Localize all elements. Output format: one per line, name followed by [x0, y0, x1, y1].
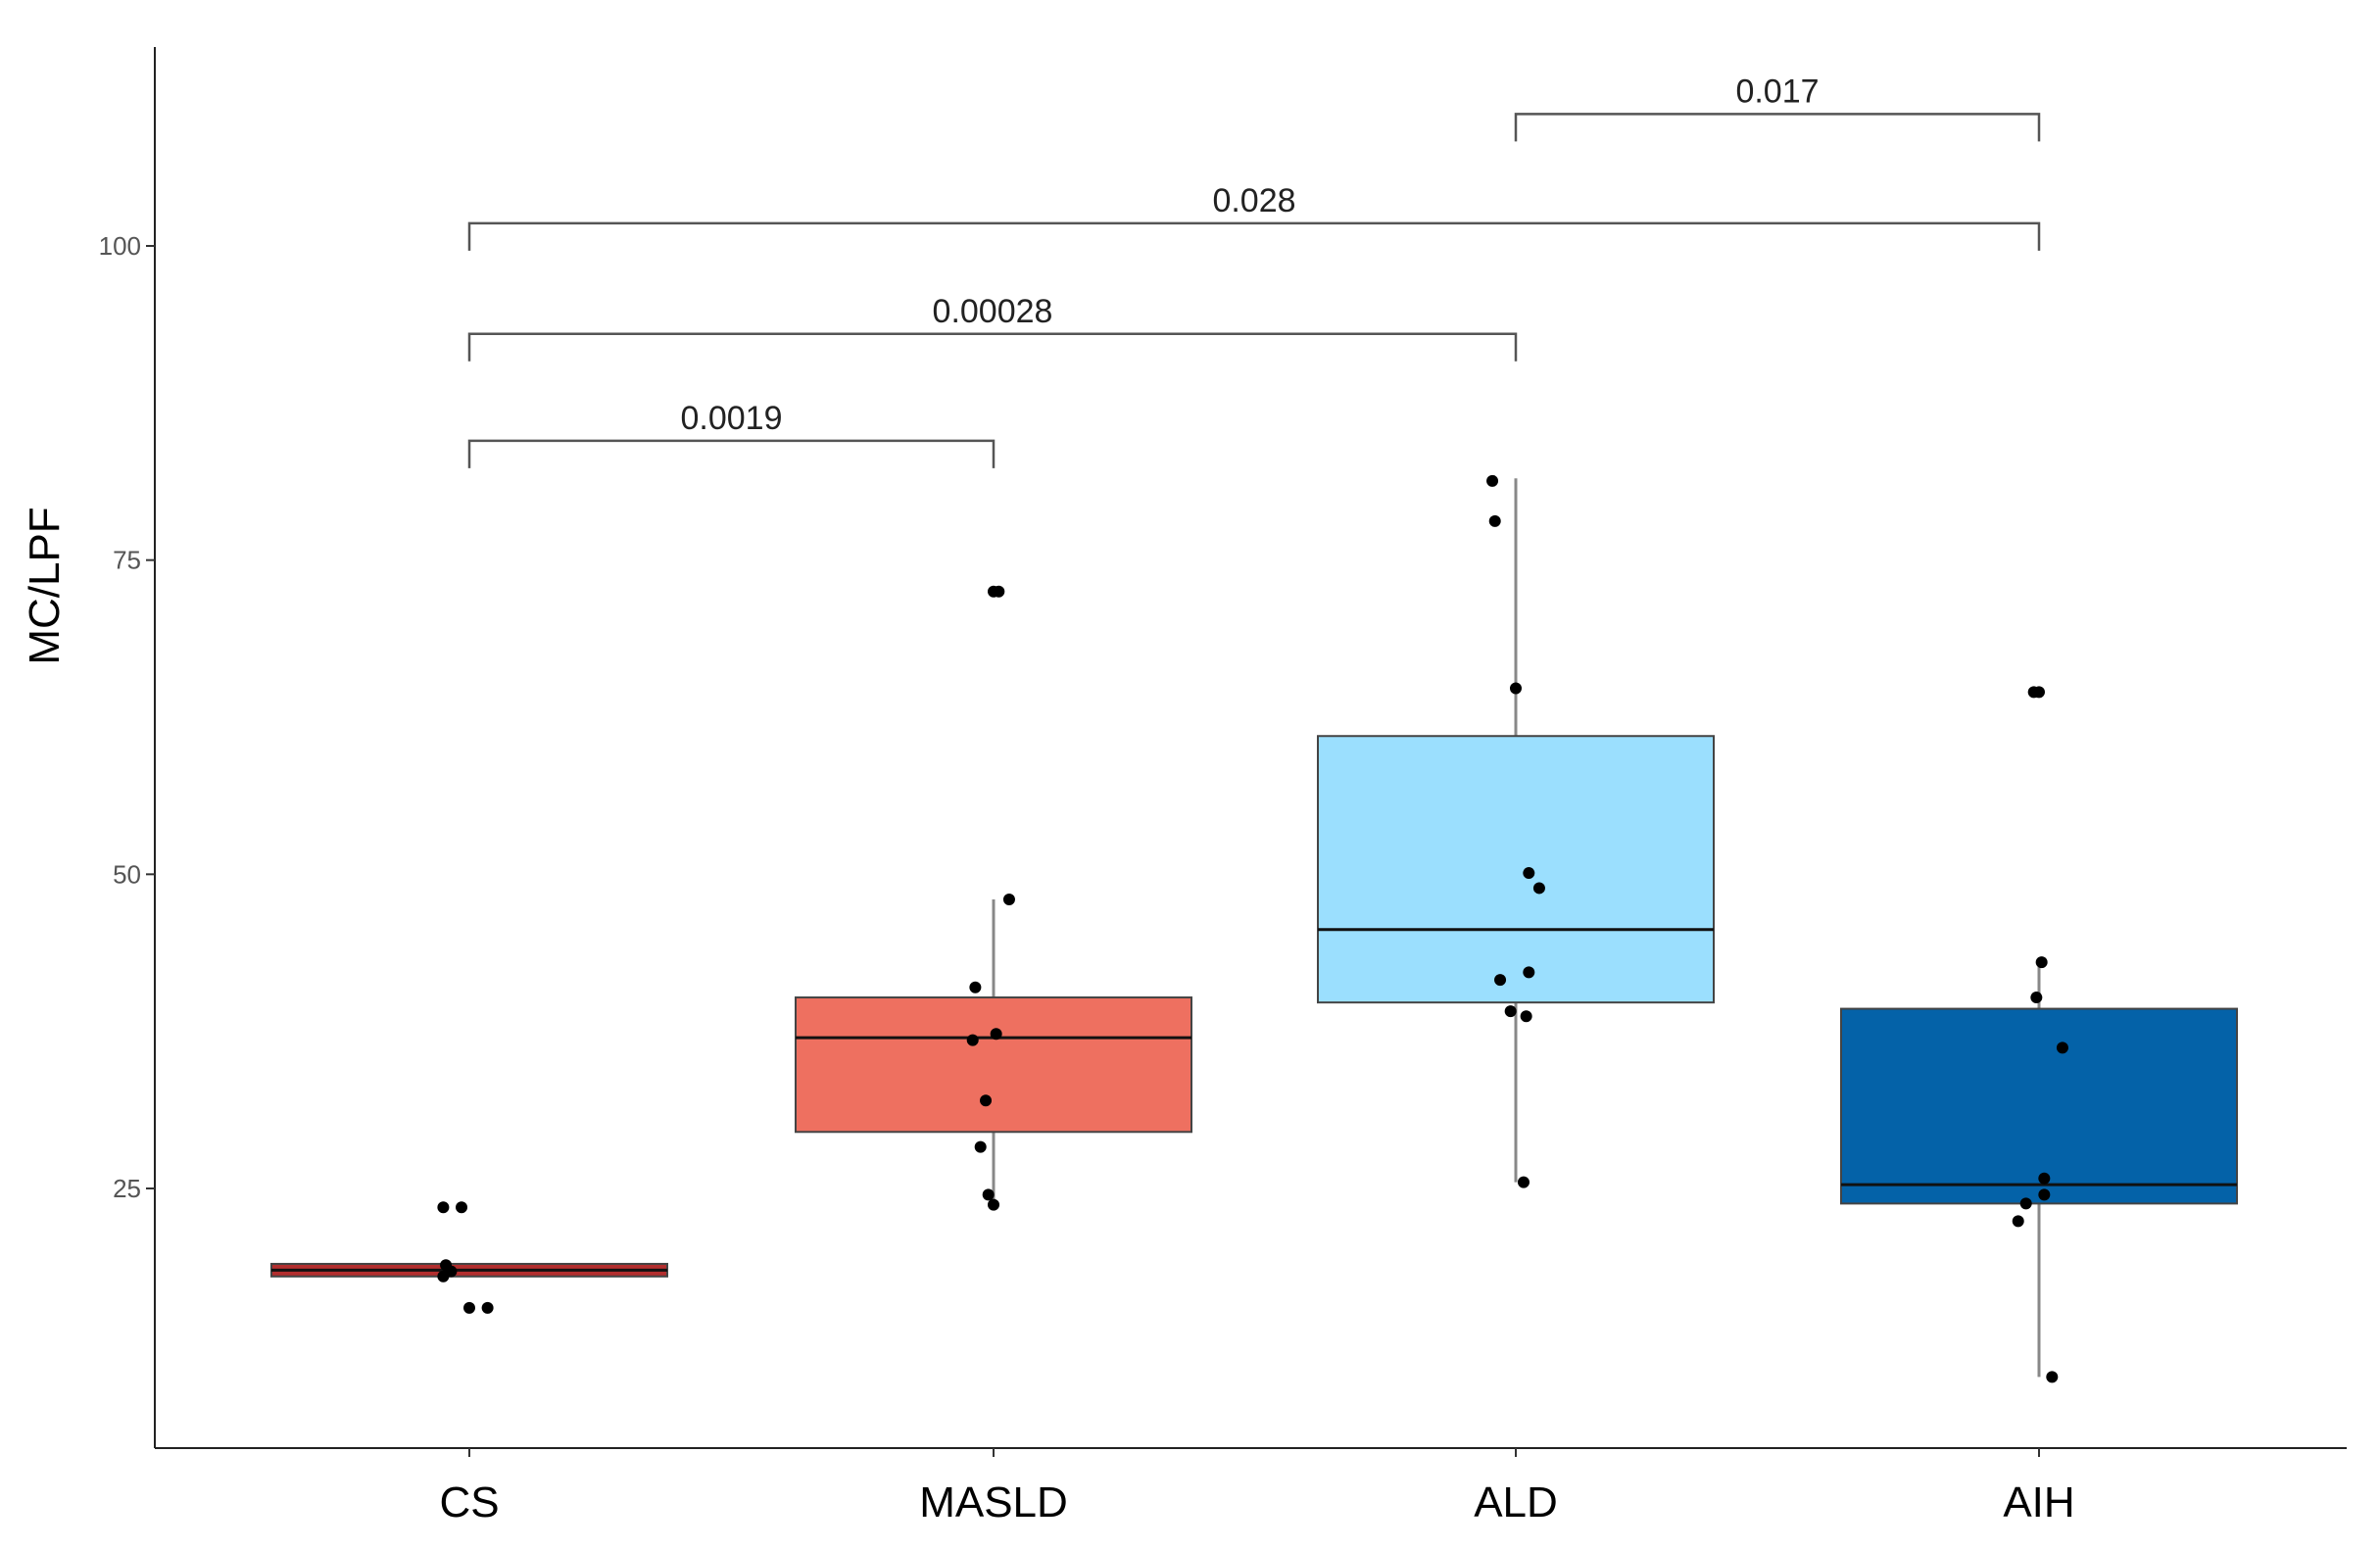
- data-point: [2035, 956, 2048, 969]
- y-axis-title: MC/LPF: [21, 507, 69, 664]
- y-tick-label: 75: [113, 546, 141, 575]
- box-masld: [795, 898, 1192, 1205]
- data-point: [1523, 867, 1535, 880]
- bracket-cs-aih: 0.028: [467, 182, 2041, 251]
- data-point: [982, 1188, 995, 1201]
- p-value-label: 0.028: [1212, 182, 1295, 219]
- data-point: [2030, 992, 2043, 1004]
- x-tick-label-ald: ALD: [1474, 1478, 1558, 1526]
- y-tick-label: 50: [113, 859, 141, 889]
- y-tick-label: 25: [113, 1174, 141, 1203]
- data-point: [1517, 1176, 1530, 1188]
- data-point: [2019, 1197, 2032, 1210]
- x-tick-label-masld: MASLD: [919, 1478, 1068, 1526]
- box-cs: [270, 1262, 668, 1278]
- data-point: [437, 1270, 450, 1283]
- box-layer: [270, 478, 2238, 1378]
- data-point: [463, 1301, 475, 1314]
- data-point: [990, 1028, 1002, 1041]
- data-point: [2046, 1371, 2059, 1383]
- p-value-label: 0.017: [1735, 73, 1819, 110]
- data-point: [1488, 514, 1501, 527]
- bracket-line: [467, 332, 1518, 362]
- box-aih: [1840, 962, 2238, 1378]
- data-point: [2033, 686, 2045, 699]
- bracket-line: [467, 221, 2041, 251]
- x-tick-label-cs: CS: [439, 1478, 499, 1526]
- box-ald: [1317, 478, 1715, 1183]
- axes-layer: 25 50 75 100 CS MASLD ALD AIH: [99, 47, 2347, 1526]
- data-point: [2038, 1172, 2051, 1185]
- data-point: [966, 1034, 979, 1046]
- p-value-label: 0.0019: [681, 400, 783, 437]
- significance-brackets: 0.0019 0.00028 0.028 0.017: [467, 73, 2041, 468]
- data-point: [481, 1301, 494, 1314]
- data-point: [1494, 974, 1507, 987]
- data-point: [974, 1140, 987, 1153]
- data-point: [1002, 893, 1015, 905]
- data-point: [2056, 1041, 2068, 1054]
- data-point: [1504, 1005, 1517, 1018]
- bracket-ald-aih: 0.017: [1514, 73, 2041, 142]
- data-point: [1510, 682, 1522, 695]
- data-point: [437, 1201, 450, 1214]
- data-point: [980, 1094, 993, 1107]
- data-point: [1523, 966, 1535, 979]
- bracket-cs-ald: 0.00028: [467, 293, 1518, 362]
- data-point: [1532, 882, 1545, 895]
- x-tick-label-aih: AIH: [2003, 1478, 2074, 1526]
- data-point: [1520, 1010, 1532, 1023]
- bracket-line: [467, 439, 996, 468]
- point-layer: [437, 474, 2068, 1383]
- y-tick-label: 100: [99, 231, 141, 261]
- bracket-cs-masld: 0.0019: [467, 400, 996, 468]
- data-point: [2038, 1188, 2051, 1201]
- box-iqr: [1317, 735, 1715, 1004]
- data-point: [1486, 474, 1499, 487]
- data-point: [456, 1201, 468, 1214]
- data-point: [969, 981, 982, 993]
- data-point: [2012, 1215, 2024, 1228]
- bracket-line: [1514, 113, 2041, 142]
- data-point: [988, 1198, 999, 1211]
- data-point: [993, 585, 1005, 598]
- p-value-label: 0.00028: [933, 293, 1053, 330]
- box-iqr: [795, 996, 1192, 1134]
- box-iqr: [1840, 1007, 2238, 1205]
